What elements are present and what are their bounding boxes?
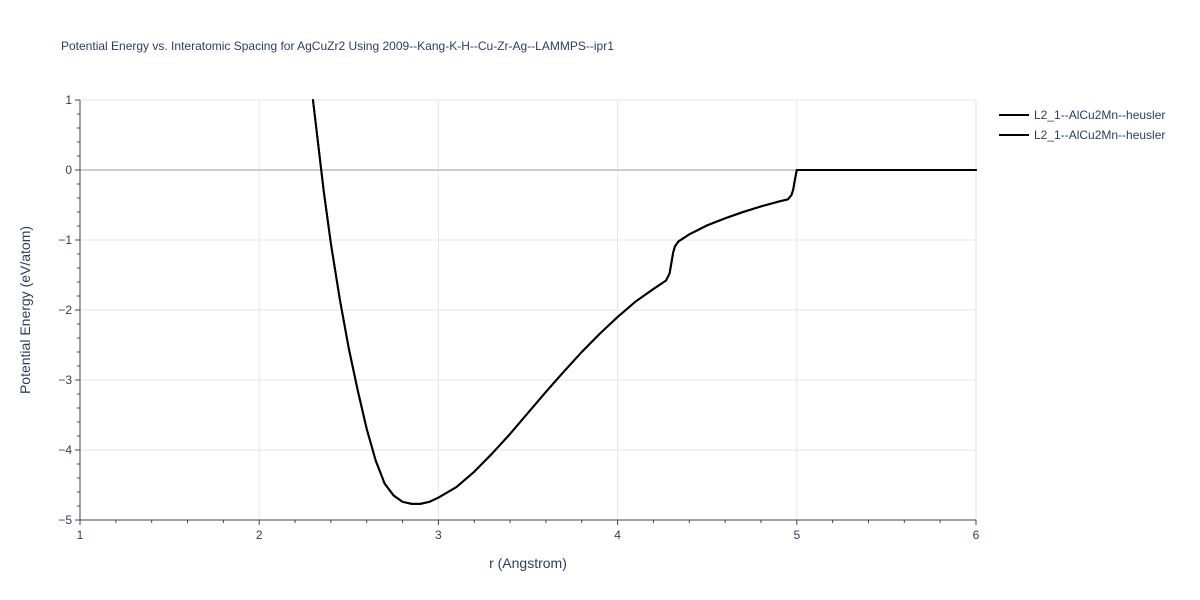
x-tick-label: 4 [614,528,621,542]
legend-item[interactable]: L2_1--AlCu2Mn--heusler [999,108,1165,122]
legend-label: L2_1--AlCu2Mn--heusler [1034,108,1165,122]
x-tick-label: 6 [973,528,980,542]
legend-item[interactable]: L2_1--AlCu2Mn--heusler [999,128,1165,142]
legend-label: L2_1--AlCu2Mn--heusler [1034,128,1165,142]
x-axis-title: r (Angstrom) [489,555,567,571]
y-tick-label: −5 [58,513,72,527]
grid-layer [80,99,977,520]
x-tick-label: 3 [435,528,442,542]
x-tick-label: 2 [256,528,263,542]
x-tick-label: 1 [77,528,84,542]
chart-title: Potential Energy vs. Interatomic Spacing… [61,39,614,53]
series-layer [311,99,977,505]
legend[interactable]: L2_1--AlCu2Mn--heusler L2_1--AlCu2Mn--heu… [999,108,1165,142]
y-tick-label: −4 [58,443,72,457]
y-tick-label: 1 [65,93,72,107]
axis-layer: 1 2 3 4 5 6 1 0 −1 −2 −3 −4 −5 [58,93,979,542]
y-tick-label: −3 [58,373,72,387]
y-tick-label: −2 [58,303,72,317]
x-tick-label: 5 [793,528,800,542]
y-axis-title: Potential Energy (eV/atom) [17,226,33,394]
y-tick-label: −1 [58,233,72,247]
y-tick-label: 0 [65,163,72,177]
series-line-2 [311,99,977,505]
